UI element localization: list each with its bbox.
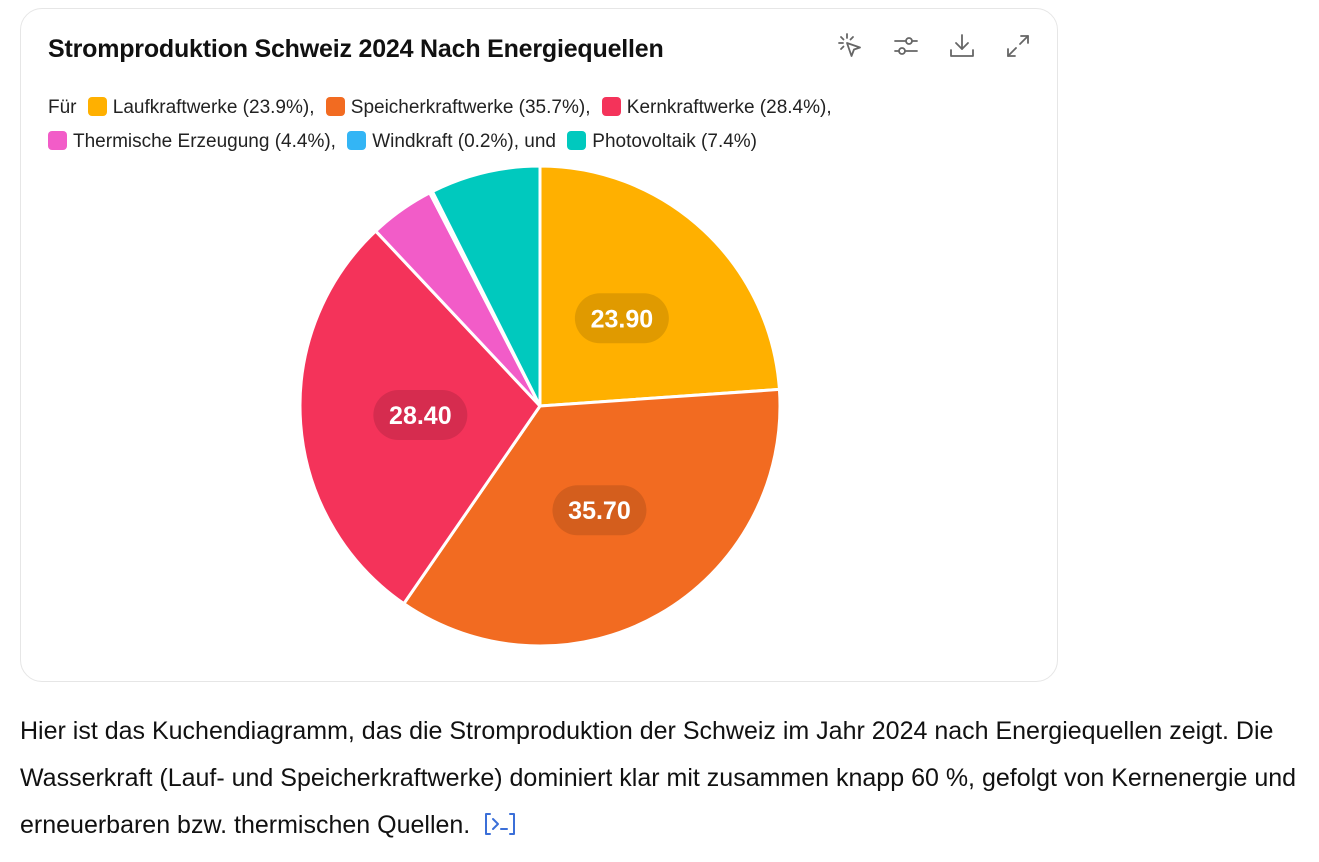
legend-label: Thermische Erzeugung (4.4%), — [73, 131, 336, 152]
chart-card: Stromproduktion Schweiz 2024 Nach Energi… — [20, 8, 1058, 682]
code-view-icon[interactable] — [483, 806, 517, 853]
select-pointer-icon[interactable] — [835, 31, 865, 61]
legend-item[interactable]: Thermische Erzeugung (4.4%), — [48, 131, 336, 152]
legend-label: Windkraft (0.2%), — [372, 131, 519, 152]
pie-slice[interactable] — [430, 164, 542, 408]
slice-data-label: 23.90 — [574, 293, 669, 344]
legend-swatch — [601, 97, 621, 116]
legend-swatch — [325, 97, 345, 116]
chart-title: Stromproduktion Schweiz 2024 Nach Energi… — [48, 35, 664, 63]
legend-label: Photovoltaik (7.4%) — [592, 131, 758, 152]
legend-item[interactable]: Photovoltaik (7.4%) — [561, 131, 757, 152]
legend-label: Speicherkraftwerke (35.7%), — [350, 97, 591, 118]
pie-chart: 23.90 35.70 28.40 — [298, 164, 782, 648]
sliders-icon[interactable] — [891, 31, 921, 61]
legend-prefix: Für — [48, 97, 77, 118]
pie-slice[interactable] — [402, 387, 782, 648]
slice-data-label: 35.70 — [552, 485, 647, 536]
legend-item[interactable]: Laufkraftwerke (23.9%), — [82, 97, 315, 118]
chart-toolbar — [835, 31, 1033, 61]
legend-label: Laufkraftwerke (23.9%), — [112, 97, 315, 118]
svg-text:28.40: 28.40 — [389, 402, 452, 430]
svg-text:35.70: 35.70 — [568, 497, 631, 525]
response-paragraph: Hier ist das Kuchendiagramm, das die Str… — [20, 708, 1310, 853]
legend-swatch — [48, 131, 67, 150]
legend-item[interactable]: Kernkraftwerke (28.4%), — [596, 97, 832, 118]
legend-swatch — [347, 131, 367, 150]
legend-item[interactable]: Speicherkraftwerke (35.7%), — [320, 97, 591, 118]
download-icon[interactable] — [947, 31, 977, 61]
legend-swatch — [567, 131, 587, 150]
pie-slice[interactable] — [538, 164, 781, 408]
legend-item[interactable]: Windkraft (0.2%), — [341, 131, 519, 152]
response-text: Hier ist das Kuchendiagramm, das die Str… — [20, 717, 1297, 839]
slice-data-label: 28.40 — [373, 390, 468, 441]
chart-legend: Für Laufkraftwerke (23.9%), Speicherkraf… — [48, 91, 1008, 159]
pie-slice[interactable] — [298, 229, 542, 606]
legend-label: Kernkraftwerke (28.4%), — [626, 97, 832, 118]
svg-text:23.90: 23.90 — [591, 305, 654, 333]
expand-icon[interactable] — [1003, 31, 1033, 61]
legend-and-word: und — [519, 131, 556, 152]
legend-swatch — [87, 97, 107, 116]
